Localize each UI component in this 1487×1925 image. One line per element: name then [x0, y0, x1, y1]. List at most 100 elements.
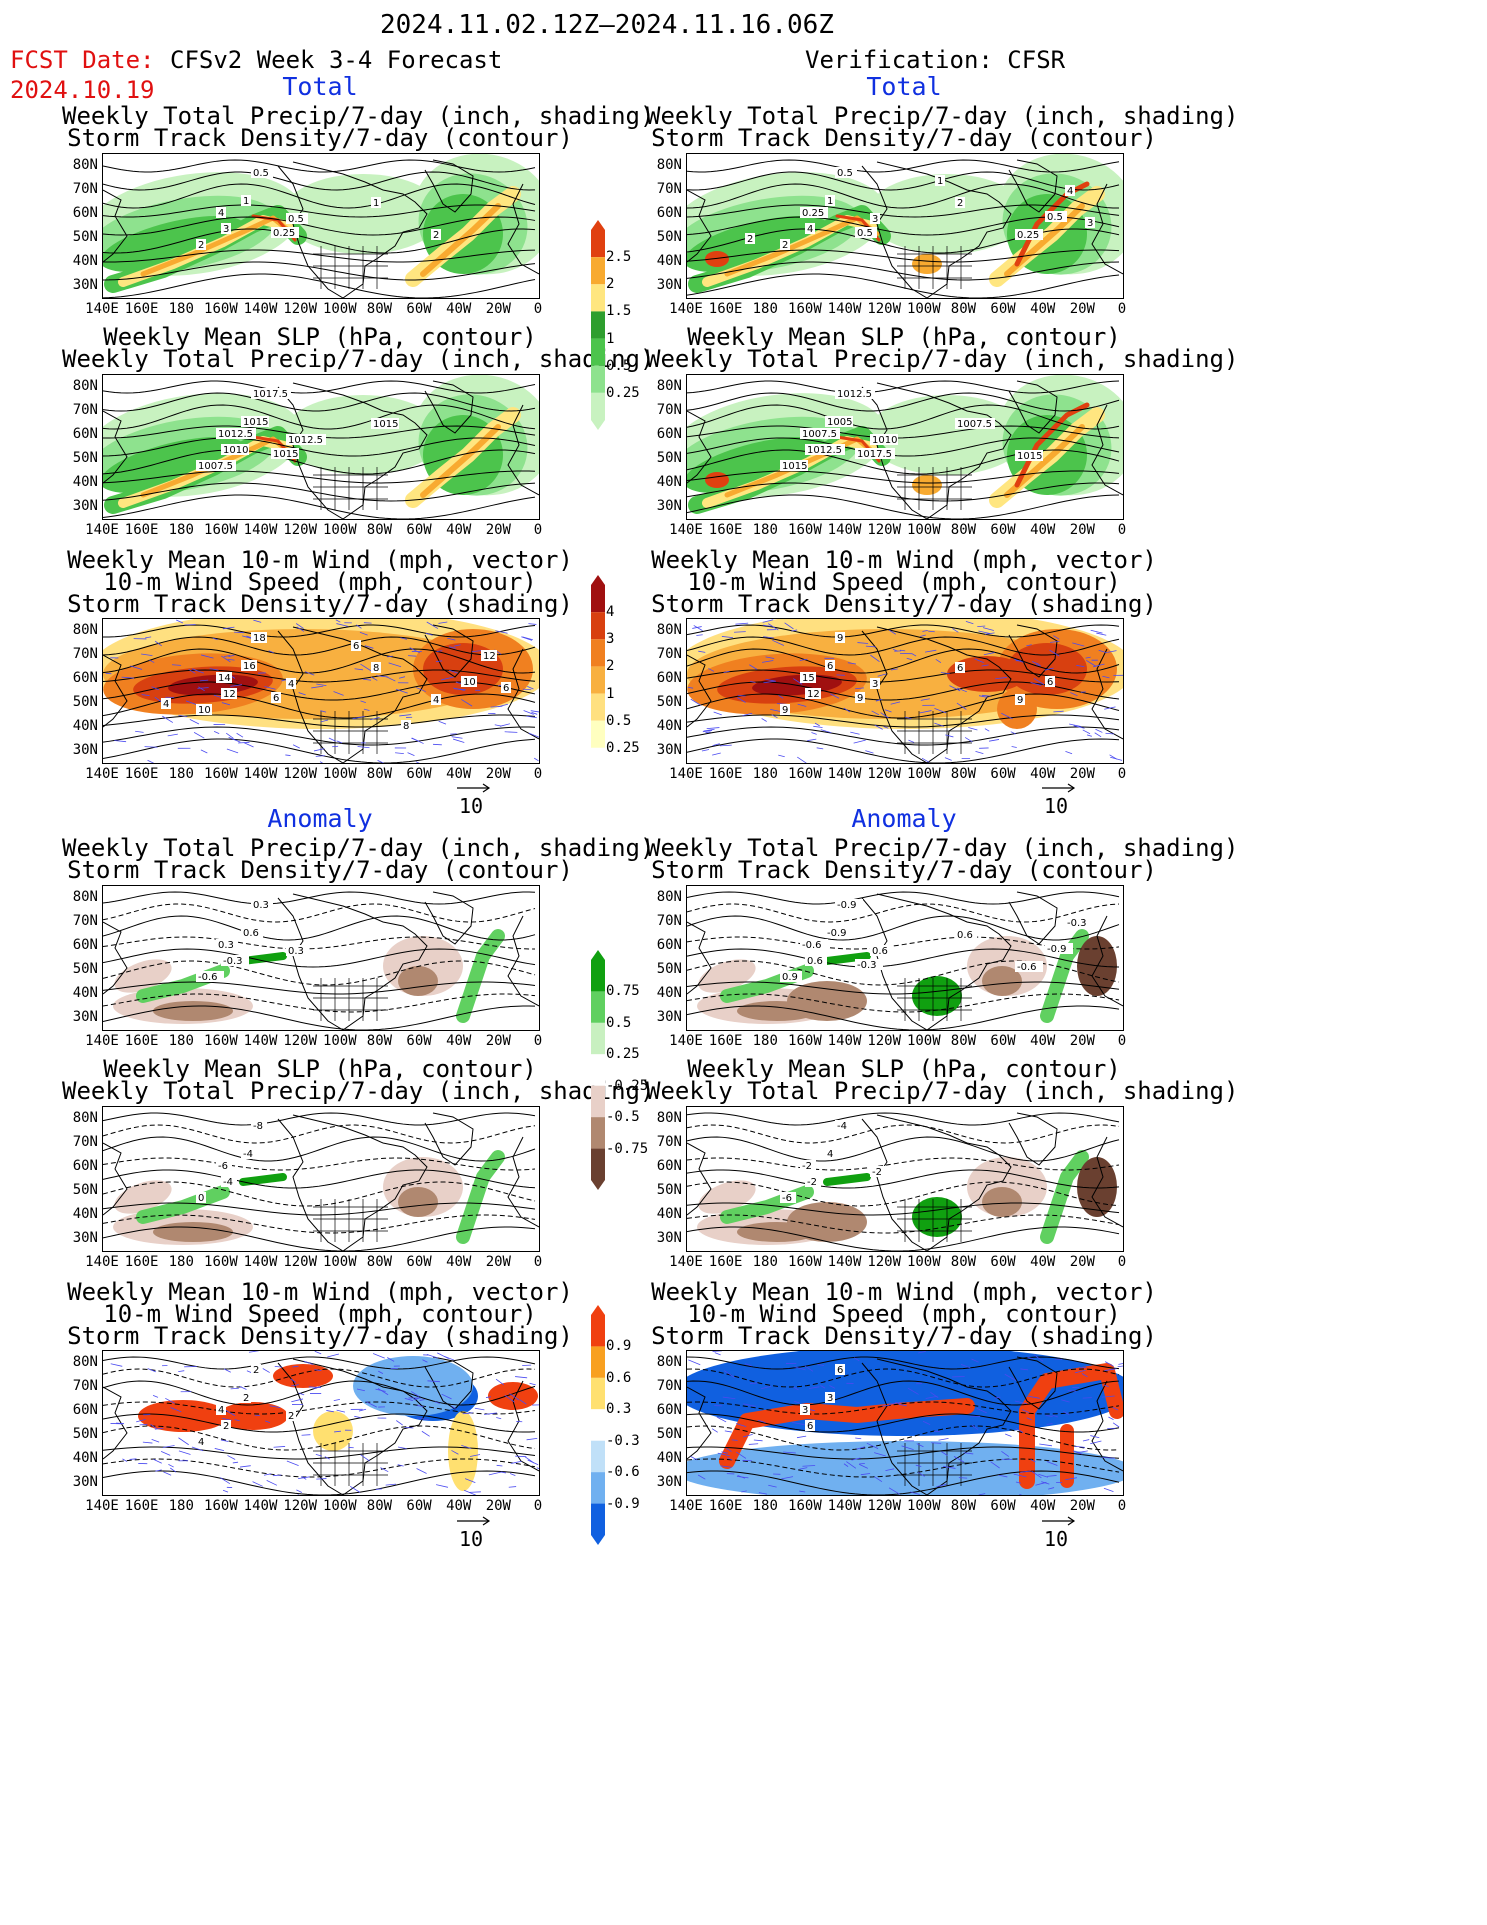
- contour-label-bg: [221, 223, 231, 234]
- wind-vector: [920, 634, 926, 637]
- colorbar-arrow: [591, 1535, 605, 1545]
- anomaly-band: [456, 1150, 505, 1244]
- wind-vector: [1107, 650, 1117, 653]
- lon-tick-label: 140E: [85, 1254, 119, 1270]
- colorbar-swatch: [591, 257, 605, 285]
- wind-vector: [874, 1452, 886, 1457]
- wind-vector: [434, 1401, 441, 1404]
- fcst-date-label: FCST Date:: [10, 46, 155, 74]
- lat-tick-label: 30N: [72, 277, 98, 293]
- wind-vector: [377, 759, 385, 763]
- lat-tick-label: 30N: [656, 1009, 682, 1025]
- contour-label-bg: [835, 167, 857, 178]
- wind-vector: [1117, 1365, 1123, 1368]
- lon-tick-label: 0: [533, 766, 543, 782]
- wind-vector: [385, 1483, 396, 1486]
- contour-label-bg: [241, 1148, 257, 1159]
- wind-vector: [110, 1363, 123, 1367]
- lat-tick-label: 40N: [72, 985, 98, 1001]
- colorbar-swatch: [591, 693, 605, 721]
- wind-vector: [1081, 1373, 1088, 1378]
- wind-vector: [315, 755, 325, 757]
- wind-vector: [770, 709, 781, 712]
- lat-tick-label: 80N: [72, 1110, 98, 1126]
- wind-vector: [191, 1446, 204, 1452]
- wind-vector: [290, 1378, 297, 1383]
- wind-vector: [449, 646, 456, 649]
- wind-vector: [515, 1455, 527, 1458]
- coastline: [292, 1114, 428, 1251]
- lon-tick-label: 160E: [708, 1254, 743, 1270]
- contour-label: 3: [223, 224, 229, 235]
- lon-tick-label: 60W: [406, 766, 432, 782]
- colorbar-swatch: [591, 585, 605, 613]
- panel-title-line: Weekly Mean SLP (hPa, contour): [103, 323, 537, 351]
- contour-label: -4: [243, 1149, 253, 1160]
- lat-tick-label: 30N: [72, 1474, 98, 1490]
- contour-label: 4: [807, 224, 813, 235]
- coastline: [292, 382, 428, 519]
- contour-label: 0.3: [253, 900, 269, 911]
- wind-vector: [320, 710, 327, 713]
- coastline: [1008, 891, 1058, 945]
- colorbar-arrow: [591, 775, 605, 785]
- contour-label: 12: [807, 689, 820, 700]
- lat-tick-label: 50N: [72, 450, 98, 466]
- anomaly-area: [448, 1411, 478, 1491]
- map-canvas: -0.9 -0.9 -0.6 0.6 0.9 0.6 -0.3 0.6 -0.6 -0.9 -0.3: [687, 886, 1123, 1030]
- lon-tick-label: 180: [752, 1033, 778, 1049]
- anomaly-band: [823, 952, 871, 965]
- wind-vector: [706, 727, 720, 729]
- wind-vector: [1038, 1473, 1049, 1478]
- map-panel: 1017.5 1015 1012.5 1010 1007.5 1012.5 1015 1015: [102, 374, 540, 520]
- lon-tick-label: 0: [1117, 1254, 1127, 1270]
- contour-label: 9: [782, 705, 788, 716]
- contour-label: 4: [1067, 186, 1073, 197]
- contour-label: -0.3: [223, 956, 243, 967]
- wind-vector: [974, 658, 984, 663]
- wind-vector: [761, 660, 774, 663]
- contour-line: [687, 636, 1120, 656]
- reference-vector-arrow: [457, 1516, 491, 1526]
- wind-vector: [1082, 1439, 1090, 1442]
- colorbar-label: 4: [606, 604, 615, 621]
- wind-vector: [274, 1366, 283, 1368]
- wind-vector: [855, 687, 865, 690]
- panel-title-line: Storm Track Density/7-day (contour): [67, 856, 573, 884]
- total-label-left: Total: [282, 72, 358, 101]
- wind-vector: [877, 673, 887, 677]
- wind-vector: [984, 728, 990, 732]
- wind-vector: [743, 1403, 757, 1407]
- contour-label: 1007.5: [802, 429, 837, 440]
- wind-vector: [360, 663, 372, 672]
- contour-label: 0.5: [837, 168, 853, 179]
- contour-label-bg: [855, 959, 883, 970]
- wind-vector: [703, 728, 715, 732]
- wind-vector: [519, 1399, 527, 1405]
- contour-line: [687, 425, 1120, 439]
- wind-vector: [327, 1353, 340, 1358]
- contour-line: [103, 437, 536, 457]
- wind-vector: [1027, 1395, 1040, 1399]
- contour-line: [687, 1202, 1120, 1216]
- lon-tick-label: 180: [752, 1498, 778, 1514]
- contour-line: [103, 1214, 536, 1234]
- lon-tick-label: 140E: [85, 1498, 119, 1514]
- wind-vector: [504, 731, 518, 733]
- contour-line: [103, 726, 536, 746]
- lon-tick-label: 120W: [283, 1498, 318, 1514]
- lon-tick-label: 0: [533, 301, 543, 317]
- reference-vector-arrow: [457, 783, 491, 793]
- wind-vector: [964, 737, 973, 743]
- lon-tick-label: 180: [752, 522, 778, 538]
- wind-vector: [151, 686, 160, 691]
- wind-vector: [799, 658, 808, 661]
- map-panel: 0.5 1 0.25 4 2 3 0.5 2 0.25 0.5 4 3 2 1: [686, 153, 1124, 299]
- wind-vector: [981, 664, 989, 667]
- wind-vector: [176, 619, 184, 624]
- wind-vector: [735, 622, 749, 625]
- wind-vector: [894, 1401, 901, 1405]
- wind-vector: [399, 714, 412, 717]
- wind-vector: [1015, 1481, 1021, 1484]
- contour-line: [687, 228, 1120, 254]
